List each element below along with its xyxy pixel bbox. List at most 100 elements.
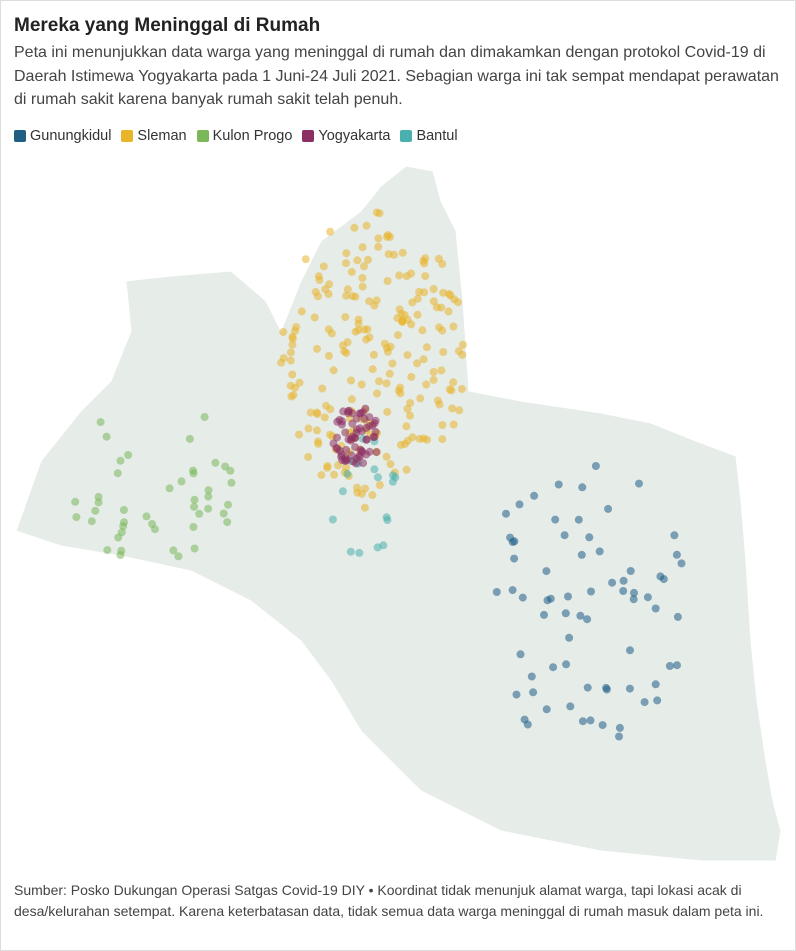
location-dot — [651, 604, 660, 613]
location-dot — [346, 547, 355, 556]
location-dot — [640, 698, 649, 707]
location-dot — [382, 452, 391, 461]
location-dot — [437, 366, 446, 375]
location-dot — [357, 446, 366, 455]
location-dot — [368, 365, 377, 374]
location-dot — [342, 291, 351, 300]
location-dot — [343, 338, 352, 347]
location-dot — [438, 421, 447, 430]
location-dot — [370, 433, 379, 441]
location-dot — [382, 379, 391, 388]
location-dot — [291, 383, 300, 392]
location-dot — [327, 329, 336, 338]
location-dot — [626, 567, 635, 575]
location-dot — [444, 307, 453, 316]
location-dot — [587, 587, 595, 596]
location-dot — [333, 433, 341, 442]
location-dot — [423, 435, 431, 444]
location-dot — [512, 690, 521, 699]
location-dot — [319, 262, 328, 271]
location-dot — [311, 288, 320, 296]
location-dot — [406, 399, 415, 407]
location-dot — [189, 466, 198, 475]
location-dot — [353, 256, 362, 265]
location-dot — [325, 280, 334, 289]
location-dot — [393, 314, 402, 323]
location-dot — [301, 255, 310, 264]
location-dot — [585, 533, 594, 542]
location-dot — [348, 292, 357, 301]
location-dot — [402, 422, 411, 431]
location-dot — [457, 385, 466, 393]
location-dot — [360, 503, 369, 512]
location-dot — [341, 428, 350, 437]
location-dot — [169, 546, 178, 555]
legend-label: Sleman — [137, 128, 187, 144]
location-dot — [369, 350, 378, 359]
location-dot — [368, 491, 377, 500]
location-dot — [190, 544, 199, 553]
title: Mereka yang Meninggal di Rumah — [14, 15, 321, 36]
location-dot — [625, 684, 634, 693]
location-dot — [358, 408, 367, 417]
location-dot — [224, 500, 232, 509]
location-dot — [116, 456, 125, 465]
location-dot — [406, 411, 414, 420]
location-dot — [385, 369, 394, 378]
location-dot — [370, 465, 379, 474]
location-dot — [619, 576, 628, 585]
location-dot — [630, 588, 638, 597]
legend-label: Yogyakarta — [318, 128, 391, 144]
location-dot — [383, 277, 392, 285]
location-dot — [520, 715, 529, 724]
location-dot — [323, 463, 332, 472]
location-dot — [361, 484, 370, 493]
location-dot — [435, 400, 444, 409]
location-dot — [449, 322, 458, 331]
location-dot — [560, 531, 569, 540]
legend-swatch — [196, 130, 209, 142]
location-dot — [288, 340, 297, 349]
location-dot — [400, 440, 409, 448]
location-dot — [348, 409, 357, 418]
location-dot — [204, 504, 213, 513]
location-dot — [373, 389, 381, 398]
location-dot — [354, 326, 363, 335]
location-dot — [435, 323, 444, 332]
location-dot — [295, 430, 303, 439]
location-dot — [386, 460, 395, 469]
location-dot — [529, 688, 538, 697]
location-dot — [87, 517, 96, 526]
location-dot — [402, 465, 411, 474]
location-dot — [338, 417, 347, 426]
location-dot — [374, 234, 383, 243]
location-dot — [403, 351, 412, 360]
location-dot — [445, 289, 454, 298]
location-dot — [438, 435, 447, 444]
location-dot — [407, 372, 416, 381]
location-dot — [190, 502, 199, 511]
location-dot — [602, 683, 611, 692]
location-dot — [314, 272, 323, 281]
location-dot — [204, 492, 213, 501]
location-dot — [598, 721, 607, 730]
location-dot — [408, 433, 417, 442]
legend-item: Bantul — [400, 128, 458, 144]
location-dot — [429, 375, 438, 384]
location-dot — [91, 506, 100, 515]
location-dot — [665, 662, 674, 670]
location-dot — [362, 335, 371, 344]
location-dot — [341, 313, 350, 322]
location-dot — [510, 554, 519, 563]
location-dot — [195, 509, 204, 518]
location-dot — [383, 407, 392, 416]
location-dot — [347, 267, 356, 276]
location-dot — [375, 377, 384, 386]
location-dot — [578, 483, 587, 492]
location-dot — [591, 462, 600, 470]
legend-item: Kulon Progo — [196, 128, 293, 144]
legend-label: Kulon Progo — [212, 128, 293, 144]
location-dot — [508, 586, 517, 595]
location-dot — [343, 285, 352, 294]
